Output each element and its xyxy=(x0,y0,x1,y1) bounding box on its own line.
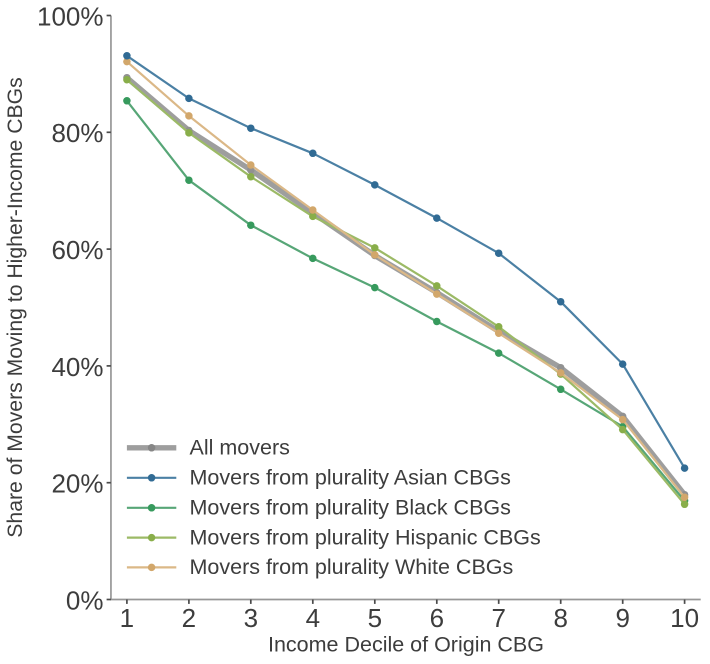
svg-text:1: 1 xyxy=(120,603,134,633)
svg-text:0%: 0% xyxy=(66,585,104,615)
svg-text:Movers from plurality Black CB: Movers from plurality Black CBGs xyxy=(190,496,511,520)
svg-text:8: 8 xyxy=(553,603,567,633)
svg-text:9: 9 xyxy=(615,603,629,633)
svg-text:Movers from plurality White CB: Movers from plurality White CBGs xyxy=(190,555,514,579)
svg-text:2: 2 xyxy=(182,603,196,633)
svg-text:3: 3 xyxy=(244,603,258,633)
svg-text:7: 7 xyxy=(491,603,505,633)
svg-text:80%: 80% xyxy=(51,118,103,148)
svg-text:6: 6 xyxy=(430,603,444,633)
svg-text:Income Decile of Origin CBG: Income Decile of Origin CBG xyxy=(268,633,544,657)
svg-text:Movers from plurality Asian CB: Movers from plurality Asian CBGs xyxy=(190,466,511,490)
svg-text:100%: 100% xyxy=(37,1,104,31)
svg-text:10: 10 xyxy=(670,603,699,633)
svg-text:Movers from plurality Hispanic: Movers from plurality Hispanic CBGs xyxy=(190,525,541,549)
svg-text:60%: 60% xyxy=(51,235,103,265)
svg-text:40%: 40% xyxy=(51,352,103,382)
svg-text:Share of Movers Moving to High: Share of Movers Moving to Higher-Income … xyxy=(4,77,27,537)
svg-text:All movers: All movers xyxy=(190,436,290,460)
svg-text:20%: 20% xyxy=(51,469,103,499)
svg-text:4: 4 xyxy=(306,603,320,633)
svg-text:5: 5 xyxy=(368,603,382,633)
